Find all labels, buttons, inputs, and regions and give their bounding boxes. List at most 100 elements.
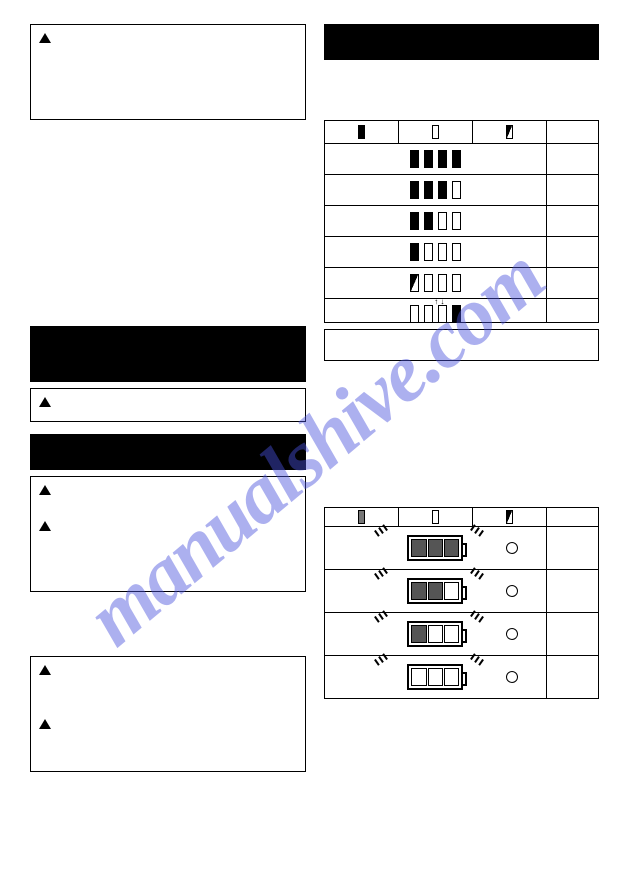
text-box-mid xyxy=(324,329,600,361)
spacer xyxy=(30,126,306,326)
bar-icon xyxy=(424,305,433,323)
page-container: ↑ ↓ xyxy=(0,0,629,802)
bars-cell xyxy=(324,175,547,206)
bar-icon xyxy=(358,125,365,139)
glow-icon xyxy=(374,524,388,537)
table-row xyxy=(324,175,599,206)
bar-icon xyxy=(506,125,513,139)
table-row xyxy=(324,656,599,699)
bar-icon xyxy=(438,181,447,199)
battery-cell-segment xyxy=(444,625,459,643)
table-row xyxy=(324,613,599,656)
black-heading-right xyxy=(324,24,600,60)
header-cell xyxy=(324,121,398,144)
header-cell xyxy=(472,508,546,527)
black-heading-2 xyxy=(30,434,306,470)
table-row xyxy=(324,206,599,237)
bar-icon xyxy=(452,181,461,199)
bar-icon xyxy=(438,212,447,230)
bar-icon xyxy=(438,274,447,292)
glow-icon xyxy=(470,524,484,537)
header-cell xyxy=(324,508,398,527)
bar-icon xyxy=(432,125,439,139)
desc-cell xyxy=(547,299,599,323)
battery-cell-segment xyxy=(411,539,426,557)
battery-icon xyxy=(407,621,463,647)
battery-cell-segment xyxy=(444,668,459,686)
bar-icon xyxy=(452,274,461,292)
spacer xyxy=(324,367,600,507)
bar-icon xyxy=(424,212,433,230)
header-cell xyxy=(472,121,546,144)
header-cell xyxy=(547,508,599,527)
table-row xyxy=(324,570,599,613)
glow-icon xyxy=(374,567,388,580)
header-cell xyxy=(398,508,472,527)
circle-icon xyxy=(506,628,518,640)
glow-icon xyxy=(470,610,484,623)
bar-icon xyxy=(438,243,447,261)
glow-icon xyxy=(470,653,484,666)
black-heading-1 xyxy=(30,326,306,382)
table-header-row xyxy=(324,508,599,527)
warning-icon xyxy=(39,485,51,495)
battery-cell-segment xyxy=(411,668,426,686)
warning-icon xyxy=(39,33,51,43)
glow-icon xyxy=(374,653,388,666)
battery-cell xyxy=(324,570,547,613)
glow-icon xyxy=(470,567,484,580)
bar-icon xyxy=(452,305,461,323)
bar-icon xyxy=(410,243,419,261)
circle-icon xyxy=(506,671,518,683)
bar-icon xyxy=(358,510,365,524)
table-row: ↑ ↓ xyxy=(324,299,599,323)
battery-cell-segment xyxy=(428,539,443,557)
table-row xyxy=(324,144,599,175)
right-column: ↑ ↓ xyxy=(324,24,600,778)
battery-icon xyxy=(407,578,463,604)
table-row xyxy=(324,237,599,268)
bar-icon xyxy=(452,243,461,261)
bar-icon xyxy=(424,150,433,168)
battery-icon xyxy=(407,535,463,561)
warning-icon xyxy=(39,719,51,729)
bars-cell xyxy=(324,144,547,175)
battery-cell-segment xyxy=(411,625,426,643)
desc-cell xyxy=(547,570,599,613)
spacer xyxy=(324,60,600,120)
battery-cell-segment xyxy=(444,539,459,557)
header-cell xyxy=(398,121,472,144)
warning-box-1 xyxy=(30,24,306,120)
warning-box-2 xyxy=(30,388,306,422)
desc-cell xyxy=(547,144,599,175)
battery-cell xyxy=(324,527,547,570)
bar-icon xyxy=(424,243,433,261)
spacer xyxy=(30,598,306,656)
bars-cell xyxy=(324,237,547,268)
warning-icon xyxy=(39,665,51,675)
battery-cell-segment xyxy=(428,668,443,686)
bars-cell xyxy=(324,206,547,237)
bars-cell xyxy=(324,268,547,299)
bar-icon xyxy=(410,212,419,230)
left-column xyxy=(30,24,306,778)
bar-icon xyxy=(424,181,433,199)
desc-cell xyxy=(547,268,599,299)
bar-icon xyxy=(506,510,513,524)
battery-table xyxy=(324,507,600,699)
desc-cell xyxy=(547,613,599,656)
desc-cell xyxy=(547,206,599,237)
battery-cell-segment xyxy=(428,625,443,643)
battery-cell xyxy=(324,613,547,656)
desc-cell xyxy=(547,527,599,570)
header-cell xyxy=(547,121,599,144)
battery-cell xyxy=(324,656,547,699)
table-row xyxy=(324,527,599,570)
battery-cell-segment xyxy=(428,582,443,600)
bars-cell: ↑ ↓ xyxy=(324,299,547,323)
bar-icon xyxy=(410,150,419,168)
bar-icon xyxy=(410,305,419,323)
battery-cell-segment xyxy=(411,582,426,600)
circle-icon xyxy=(506,585,518,597)
glow-icon xyxy=(374,610,388,623)
